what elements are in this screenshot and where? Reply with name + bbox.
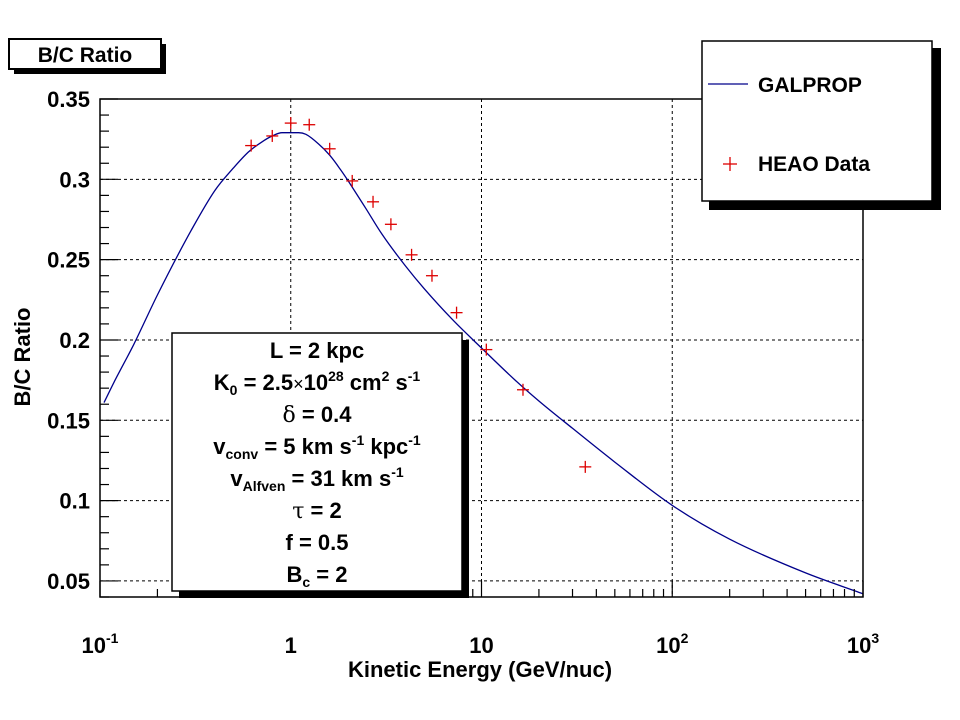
x-axis-title: Kinetic Energy (GeV/nuc): [348, 657, 612, 682]
heao-data-point: [425, 269, 438, 282]
parameter-line: τ = 2: [292, 498, 341, 524]
y-tick-label: 0.1: [59, 489, 90, 514]
x-tick-label: 10-1: [82, 630, 119, 658]
heao-data-markers: [245, 117, 592, 473]
chart-title-box: B/C Ratio: [8, 38, 166, 74]
heao-data-point: [516, 383, 529, 396]
heao-data-point: [346, 174, 359, 187]
heao-data-point: [384, 218, 397, 231]
heao-data-point: [367, 195, 380, 208]
x-tick-label: 1: [285, 633, 297, 658]
heao-data-point: [303, 118, 316, 131]
heao-data-point: [284, 117, 297, 130]
legend: GALPROP HEAO Data: [701, 40, 941, 210]
parameter-line: L = 2 kpc: [270, 338, 364, 363]
parameter-line: δ = 0.4: [283, 402, 353, 428]
parameter-line: Bc = 2: [287, 562, 348, 590]
parameter-line: f = 0.5: [286, 530, 349, 555]
y-tick-label: 0.3: [59, 167, 90, 192]
legend-galprop-label: GALPROP: [758, 74, 862, 97]
legend-heao-swatch: [723, 157, 737, 171]
heao-data-point: [405, 248, 418, 261]
y-axis-title: B/C Ratio: [10, 308, 35, 407]
parameter-lines: L = 2 kpc K0 = 2.5×1028 cm2 s-1 δ = 0.4 vco…: [213, 338, 421, 590]
x-tick-label: 103: [847, 630, 879, 658]
heao-data-point: [579, 460, 592, 473]
y-tick-label: 0.35: [47, 87, 90, 112]
y-tick-label: 0.25: [47, 248, 90, 273]
x-tick-label: 10: [469, 633, 493, 658]
x-tick-label: 102: [656, 630, 688, 658]
heao-data-point: [323, 142, 336, 155]
heao-data-point: [245, 139, 258, 152]
y-tick-label: 0.15: [47, 408, 90, 433]
tick-labels: 0.05 0.1 0.15 0.2 0.25 0.3 0.35 10-1 1 10 102 103: [47, 87, 879, 658]
galprop-curve: [103, 132, 864, 595]
chart-title: B/C Ratio: [38, 44, 133, 67]
heao-data-point: [266, 129, 279, 142]
parameters-box: L = 2 kpc K0 = 2.5×1028 cm2 s-1 δ = 0.4 vco…: [171, 332, 469, 598]
y-tick-label: 0.2: [59, 328, 90, 353]
parameter-line: K0 = 2.5×1028 cm2 s-1: [214, 368, 421, 398]
galprop-curve-layer: [103, 132, 864, 595]
y-tick-label: 0.05: [47, 569, 90, 594]
legend-heao-label: HEAO Data: [758, 153, 870, 176]
parameter-line: vAlfven = 31 km s-1: [230, 464, 404, 494]
heao-data-point: [450, 306, 463, 319]
parameter-line: vconv = 5 km s-1 kpc-1: [213, 432, 421, 462]
heao-data-point: [480, 343, 493, 356]
